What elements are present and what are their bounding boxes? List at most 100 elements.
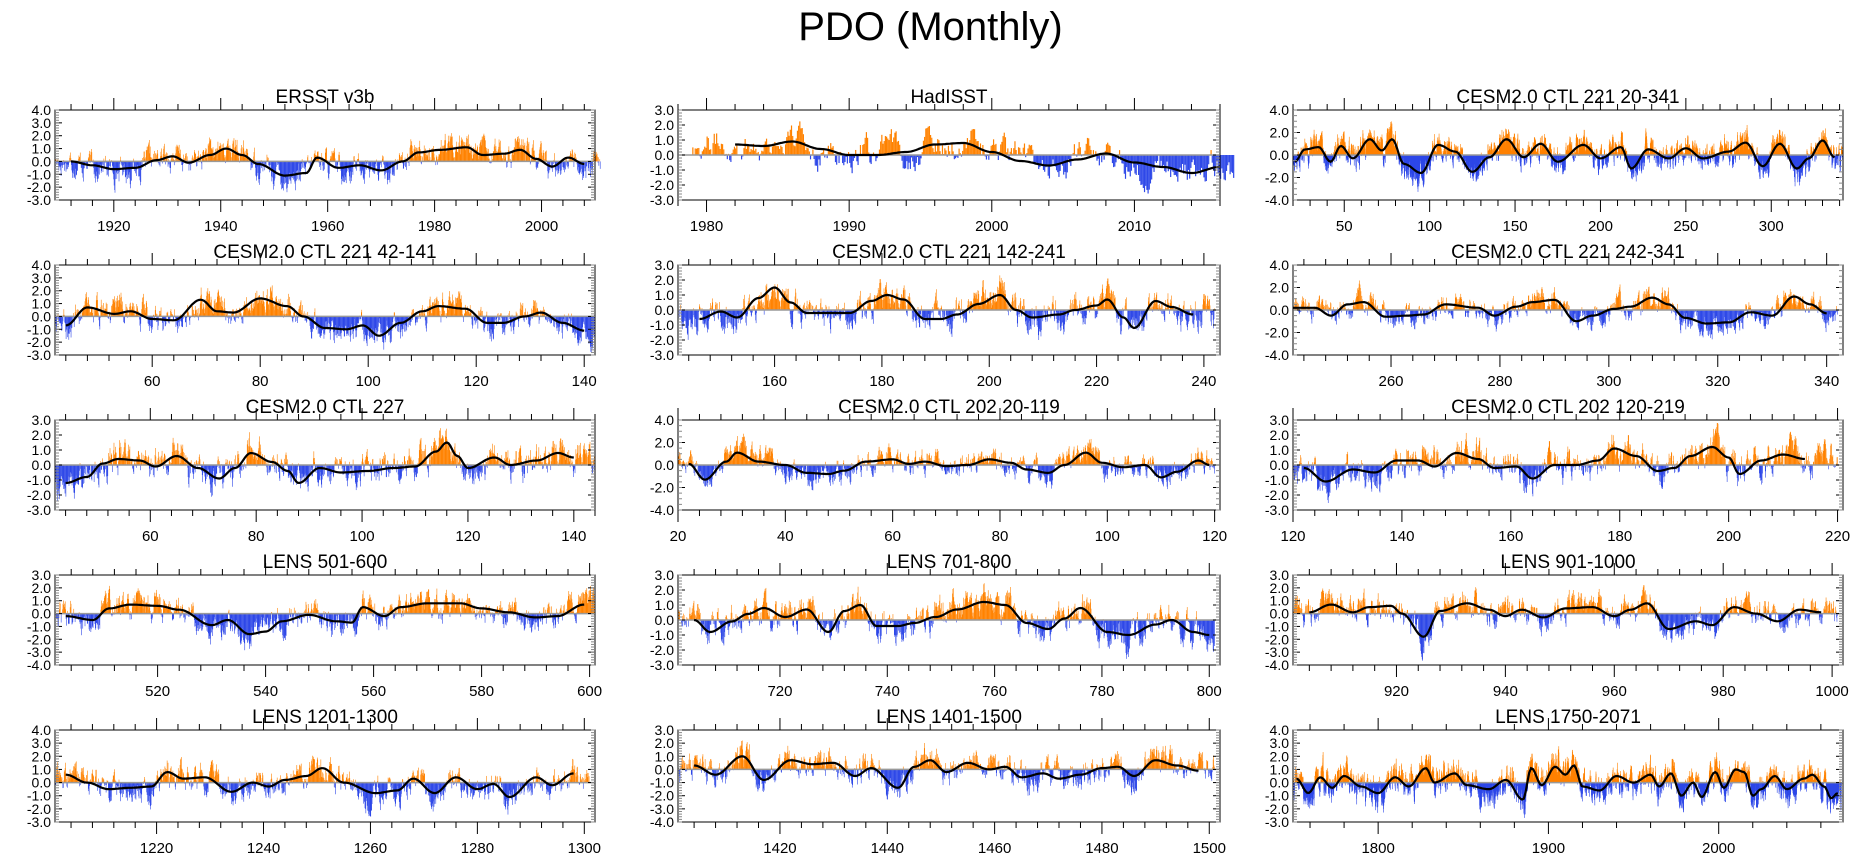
bar	[97, 161, 98, 182]
bar	[138, 161, 140, 177]
bar	[230, 151, 231, 162]
bar	[209, 137, 210, 162]
bar	[1137, 155, 1140, 175]
bar	[140, 161, 141, 186]
bar	[210, 140, 211, 162]
bar	[222, 144, 224, 162]
bar	[184, 158, 185, 162]
bar	[706, 136, 708, 155]
bar	[275, 161, 277, 173]
bar	[58, 161, 60, 171]
bar	[444, 133, 446, 162]
bar	[361, 161, 362, 175]
bar	[437, 156, 439, 162]
bar	[1489, 150, 1491, 155]
bar	[476, 149, 477, 162]
bar	[1079, 147, 1081, 155]
bar	[793, 145, 795, 155]
bar	[1431, 155, 1433, 162]
bar	[561, 161, 563, 164]
bar	[520, 144, 522, 162]
bar	[1023, 143, 1026, 155]
bar	[155, 153, 157, 162]
bar	[1300, 147, 1302, 155]
bar	[1000, 144, 1002, 155]
bar	[1317, 143, 1318, 155]
bar	[1511, 150, 1512, 155]
bar	[1076, 155, 1078, 157]
bar	[380, 161, 381, 164]
bar	[251, 161, 252, 165]
bar	[418, 147, 420, 162]
bar	[1162, 155, 1165, 165]
bar	[290, 161, 292, 184]
bar	[323, 161, 324, 171]
bar	[1345, 155, 1347, 161]
bar	[773, 144, 775, 155]
bar	[1530, 155, 1532, 158]
bar	[342, 161, 344, 182]
bar	[1529, 146, 1531, 155]
bar	[74, 161, 75, 178]
bar	[467, 146, 468, 162]
bar	[492, 158, 494, 162]
bar	[448, 146, 450, 162]
bar	[859, 145, 862, 155]
bar	[287, 161, 289, 184]
bar	[172, 157, 173, 162]
bar	[1515, 151, 1516, 155]
bar	[386, 161, 388, 173]
bar	[1509, 143, 1511, 155]
bar	[1220, 155, 1222, 179]
bar	[91, 148, 92, 162]
bar	[460, 140, 462, 162]
bar	[481, 139, 482, 162]
bar	[1382, 153, 1384, 155]
bar	[234, 155, 236, 162]
bar	[100, 161, 102, 165]
bar	[280, 161, 282, 183]
bar	[1025, 155, 1027, 158]
bar	[436, 157, 437, 162]
bar	[373, 161, 374, 171]
bar	[364, 161, 366, 175]
bar	[237, 151, 238, 162]
bar	[1140, 155, 1142, 186]
bar	[180, 149, 181, 162]
bar	[1231, 155, 1234, 173]
bar	[1535, 151, 1537, 155]
bar	[82, 161, 84, 178]
bar	[1348, 136, 1350, 155]
bar	[543, 152, 544, 162]
bar	[438, 154, 440, 162]
bar	[1339, 148, 1340, 155]
bar	[1230, 155, 1232, 172]
bar	[1487, 144, 1489, 155]
bar	[1334, 155, 1336, 163]
bar	[472, 154, 474, 162]
bar	[307, 155, 309, 162]
bar	[1434, 155, 1436, 157]
bar	[90, 151, 92, 162]
bar	[926, 128, 928, 155]
bar	[462, 139, 463, 162]
bar	[1186, 155, 1188, 180]
bar	[754, 150, 756, 155]
bar	[342, 161, 343, 182]
bar	[522, 145, 523, 162]
bar	[515, 147, 517, 162]
bar	[533, 140, 534, 162]
bar	[186, 156, 188, 162]
bar	[1052, 155, 1054, 160]
bar	[379, 161, 381, 165]
bar	[300, 161, 302, 169]
bar	[752, 143, 755, 155]
bar	[1177, 155, 1179, 182]
bar	[513, 147, 515, 162]
bar	[185, 153, 187, 162]
bar	[547, 161, 549, 179]
bar	[386, 161, 387, 167]
bar	[483, 135, 484, 162]
bar	[329, 161, 330, 174]
bar	[545, 150, 547, 162]
